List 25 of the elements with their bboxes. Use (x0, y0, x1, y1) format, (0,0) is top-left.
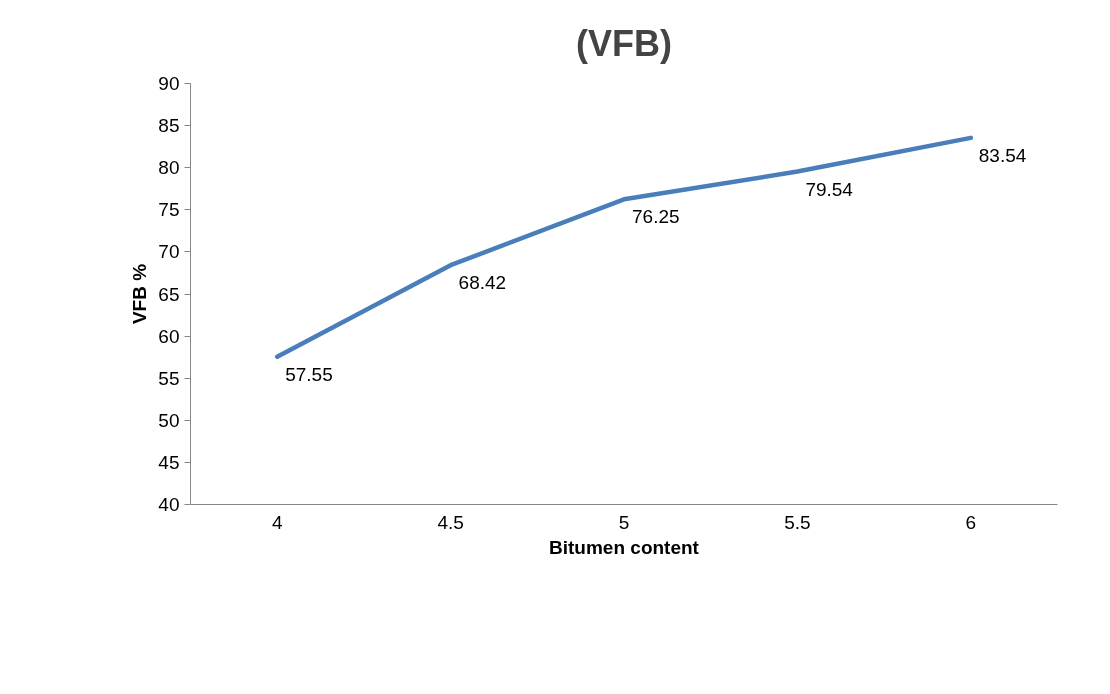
x-tick-label: 4.5 (437, 511, 464, 533)
y-tick-label: 45 (158, 451, 180, 473)
y-axis-title: VFB % (129, 263, 151, 325)
y-tick-label: 80 (158, 157, 180, 179)
y-tick-label: 40 (158, 494, 180, 515)
y-tick-label: 90 (158, 73, 180, 94)
y-tick-label: 85 (158, 115, 180, 137)
data-label: 68.42 (458, 272, 507, 294)
data-label: 79.54 (805, 178, 854, 200)
data-label: 57.55 (285, 363, 333, 385)
y-tick-label: 50 (158, 409, 180, 431)
x-tick-label: 5 (618, 511, 630, 533)
chart-title: (VFB) (576, 22, 672, 64)
x-tick-label: 5.5 (784, 511, 811, 533)
y-tick-label: 75 (158, 199, 180, 221)
y-tick-label: 55 (158, 367, 180, 389)
y-tick-label: 70 (158, 241, 180, 263)
y-tick-label: 60 (158, 325, 180, 347)
data-label: 76.25 (632, 206, 680, 228)
x-axis-title: Bitumen content (549, 536, 700, 558)
data-label: 83.54 (978, 144, 1027, 166)
line-series (274, 135, 974, 359)
x-tick-label: 4 (271, 511, 283, 533)
y-tick-label: 65 (158, 283, 180, 305)
x-tick-label: 6 (965, 511, 977, 533)
